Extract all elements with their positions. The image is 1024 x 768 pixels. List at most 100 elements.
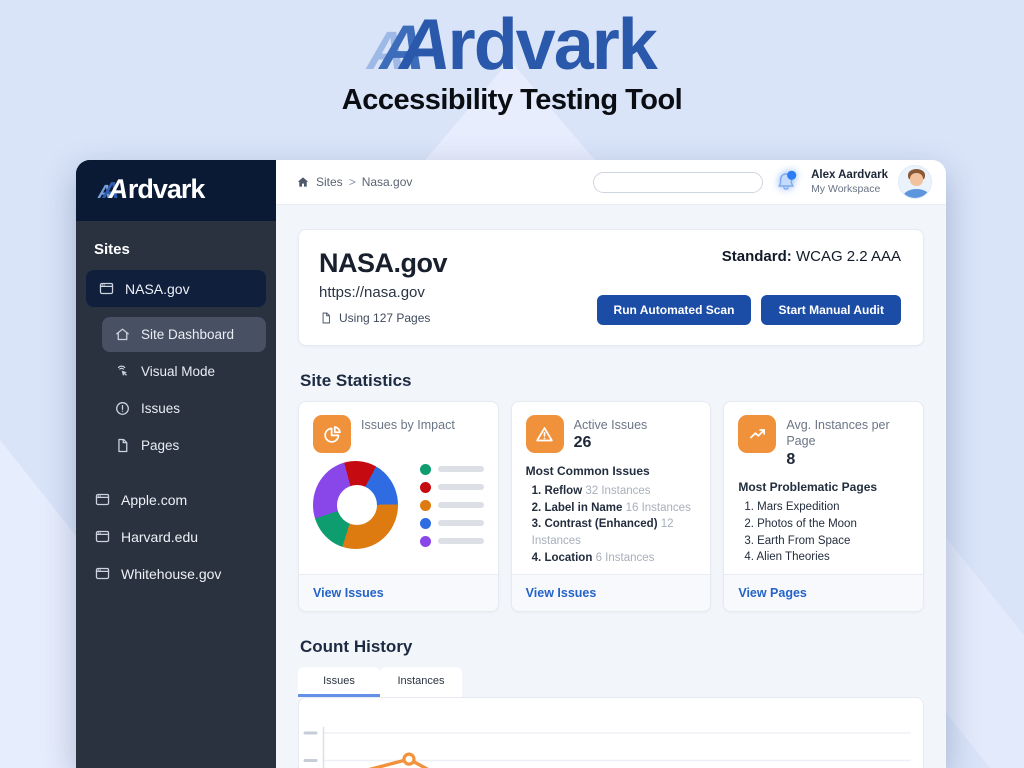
search-input[interactable] [593,171,764,193]
item-name: 2. Label in Name [531,501,626,514]
issues-series-line [369,757,429,768]
legend-dot [419,517,431,529]
sidebar-item-label: NASA.gov [125,280,190,297]
avatar[interactable] [898,165,932,199]
sidebar-item-visual-mode[interactable]: Visual Mode [102,354,266,389]
sidebar-item-pages[interactable]: Pages [102,428,266,463]
view-issues-link[interactable]: View Issues [525,586,597,601]
notifications-bell-icon[interactable] [773,169,799,195]
run-automated-scan-button[interactable]: Run Automated Scan [596,295,752,325]
sidebar-item-label: Issues [141,401,181,416]
legend-label-placeholder [437,520,484,526]
warning-triangle-icon [525,415,564,453]
legend-dot [419,499,431,511]
count-history-heading: Count History [300,637,413,657]
item-name: 3. Earth From Space [744,534,851,547]
site-pages-text: Using 127 Pages [339,311,431,325]
legend-item [419,517,484,529]
sidebar-logo: AAArdvark [76,160,276,221]
sidebar-item-harvard-edu[interactable]: Harvard.edu [76,518,276,555]
legend-dot [419,481,431,493]
user-name: Alex Aardvark [811,169,888,182]
item-count: 32 Instances [585,485,651,498]
home-icon[interactable] [296,175,310,189]
standard-line: Standard: WCAG 2.2 AAA [722,248,901,265]
legend-item [419,535,484,547]
legend-label-placeholder [437,484,484,490]
site-submenu: Site Dashboard Visual Mode Issues Pages [76,315,276,465]
legend-dot [419,463,431,475]
scan-buttons: Run Automated Scan Start Manual Audit [596,295,901,325]
sidebar-section-label: Sites [94,241,130,258]
breadcrumb-root[interactable]: Sites [316,175,343,189]
count-history-line-chart [303,727,911,768]
sidebar-item-nasa-gov[interactable]: NASA.gov [86,270,266,307]
list-item: 3. Contrast (Enhanced) 12 Instances [532,516,697,549]
breadcrumb: Sites > Nasa.gov [296,175,412,189]
avatar-body [903,189,930,198]
wordmark-text: rdvark [447,5,658,85]
legend-item [419,481,484,493]
sidebar-item-apple-com[interactable]: Apple.com [76,481,276,518]
legend-item [419,463,484,475]
data-point-marker [402,752,416,767]
hero-subtitle: Accessibility Testing Tool [341,83,683,116]
file-icon [114,437,131,454]
view-pages-link[interactable]: View Pages [738,586,807,601]
item-name: 1. Mars Expedition [744,501,840,514]
dashboard-content: NASA.gov https://nasa.gov Using 127 Page… [276,205,946,768]
site-header-card: NASA.gov https://nasa.gov Using 127 Page… [298,229,924,346]
sidebar: AAArdvark Sites NASA.gov Site Dashboard V… [76,160,276,768]
standard-value: WCAG 2.2 AAA [795,248,901,265]
list-item: 2. Photos of the Moon [744,516,909,533]
item-count: 16 Instances [625,501,691,514]
sidebar-item-issues[interactable]: Issues [102,391,266,426]
stat-card-footer: View Pages [724,574,923,612]
user-workspace: My Workspace [811,182,881,195]
user-info[interactable]: Alex Aardvark My Workspace [811,168,888,196]
stats-grid: Issues by Impact View Issues [298,401,924,613]
trend-up-icon [738,415,777,453]
start-manual-audit-button[interactable]: Start Manual Audit [761,295,901,325]
legend-item [419,499,484,511]
browser-icon [94,491,111,508]
visual-icon [114,363,131,380]
sidebar-item-label: Pages [141,438,180,453]
sidebar-item-label: Site Dashboard [141,327,235,342]
list-item: 2. Label in Name 16 Instances [532,500,697,517]
site-statistics-heading: Site Statistics [300,371,412,390]
site-label: Harvard.edu [121,528,199,545]
site-header-right: Standard: WCAG 2.2 AAA Run Automated Sca… [596,248,901,325]
aardvark-wordmark: AAArdvark [0,5,1024,85]
common-issues-list: 1. Reflow 32 Instances 2. Label in Name 1… [526,483,697,566]
sidebar-item-site-dashboard[interactable]: Site Dashboard [102,317,266,352]
browser-icon [94,565,111,582]
avg-instances-card: Avg. Instances per Page 8 Most Problemat… [723,401,924,613]
stat-card-title: Issues by Impact [361,418,455,432]
item-name: 2. Photos of the Moon [744,517,857,530]
app-window: AAArdvark Sites NASA.gov Site Dashboard V… [76,160,946,768]
count-history-chart-card [298,697,924,768]
site-label: Whitehouse.gov [121,565,222,582]
issues-by-impact-card: Issues by Impact View Issues [298,401,499,613]
site-url: https://nasa.gov [319,284,425,301]
list-item: 1. Mars Expedition [744,499,909,516]
site-title: NASA.gov [319,248,448,278]
site-header-left: NASA.gov https://nasa.gov Using 127 Page… [319,248,448,325]
problematic-pages-list: 1. Mars Expedition 2. Photos of the Moon 3… [738,499,909,566]
view-issues-link[interactable]: View Issues [313,586,384,601]
sidebar-item-whitehouse-gov[interactable]: Whitehouse.gov [76,555,276,592]
tab-instances[interactable]: Instances [380,667,462,698]
home-icon [114,326,131,343]
most-problematic-pages-heading: Most Problematic Pages [738,480,878,495]
topbar-right: Alex Aardvark My Workspace [593,165,932,199]
active-issues-value: 26 [573,434,592,452]
wordmark-text: rdvark [127,174,206,204]
active-issues-card: Active Issues 26 Most Common Issues 1. R… [510,401,712,613]
tab-issues[interactable]: Issues [298,667,380,698]
donut-legend [419,463,484,547]
topbar: Sites > Nasa.gov Alex Aardvark [276,160,946,205]
site-pages-info: Using 127 Pages [319,311,447,325]
standard-label: Standard: [721,248,792,265]
